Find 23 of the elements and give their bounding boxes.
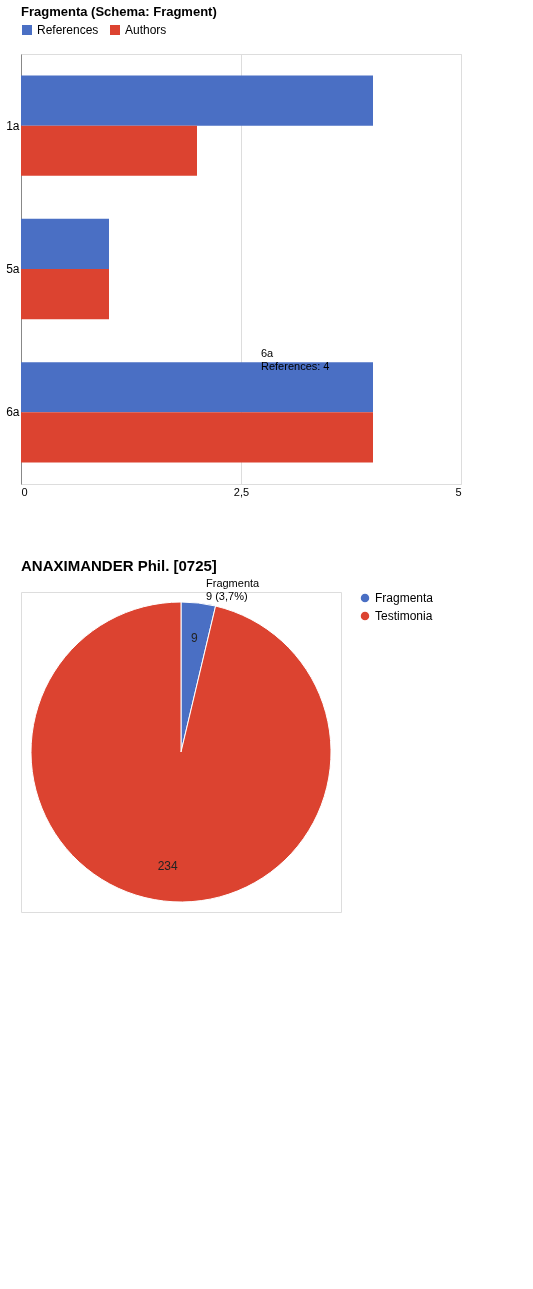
bar <box>21 125 197 176</box>
bar <box>21 269 109 320</box>
x-tick-label: 5 <box>455 485 462 498</box>
y-tick-label: 6a <box>6 405 20 420</box>
legend-label: Authors <box>125 23 167 37</box>
x-tick-label: 2,5 <box>233 485 250 498</box>
pie-slice <box>30 601 332 903</box>
data-label: 9 <box>191 630 199 645</box>
bar <box>21 412 373 463</box>
y-tick-label: 1a <box>6 118 20 133</box>
legend-label: Testimonia <box>375 609 433 623</box>
bar <box>21 218 109 269</box>
bar <box>21 362 373 413</box>
text: Fragmenta 9 (3,7%) <box>206 577 261 602</box>
y-tick-label: 5a <box>6 262 20 276</box>
chart-title: ANAXIMANDER Phil. [0725] <box>21 557 217 574</box>
legend-label: Fragmenta <box>375 591 434 605</box>
legend-label: References <box>37 23 99 37</box>
data-label: 234 <box>157 859 178 874</box>
legend-title: Fragmenta (Schema: Fragment) <box>21 4 217 19</box>
annotation: 6a References: 4 <box>261 347 330 372</box>
bar <box>21 75 373 126</box>
x-tick-label: 0 <box>21 485 28 498</box>
